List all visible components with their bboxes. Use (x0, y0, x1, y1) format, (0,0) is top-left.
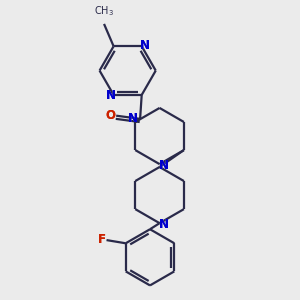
Text: N: N (140, 39, 150, 52)
Text: N: N (158, 159, 168, 172)
Text: N: N (158, 159, 168, 172)
Text: N: N (105, 89, 116, 102)
Text: N: N (105, 89, 116, 102)
Text: O: O (105, 109, 116, 122)
Text: N: N (128, 112, 138, 125)
Text: F: F (98, 233, 105, 246)
Text: F: F (98, 233, 105, 246)
Text: N: N (128, 112, 138, 125)
Text: N: N (158, 218, 168, 231)
Text: CH$_3$: CH$_3$ (94, 4, 114, 18)
Text: N: N (158, 159, 168, 172)
Text: N: N (128, 112, 138, 125)
Text: O: O (105, 109, 116, 122)
Text: N: N (140, 39, 150, 52)
Text: N: N (140, 39, 150, 52)
Text: N: N (105, 89, 116, 102)
Text: F: F (98, 233, 105, 246)
Text: N: N (158, 218, 168, 231)
Text: N: N (158, 218, 168, 231)
Text: O: O (105, 109, 116, 122)
